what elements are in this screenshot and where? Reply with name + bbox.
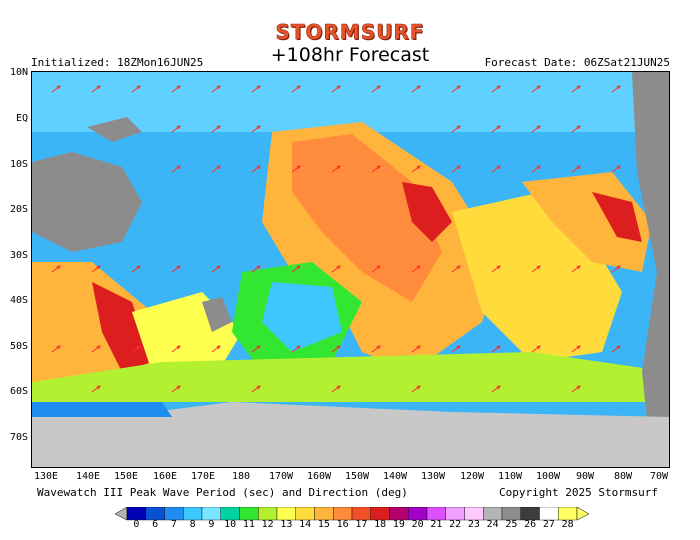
lon-label: 100W bbox=[535, 471, 561, 482]
australia-landmass bbox=[32, 152, 142, 252]
swell-peak-east bbox=[592, 192, 642, 242]
forecast-title: +108hr Forecast bbox=[270, 44, 430, 66]
antarctic-ice bbox=[32, 402, 669, 467]
colorbar-cells bbox=[126, 507, 578, 521]
lat-label: 20S bbox=[9, 204, 28, 215]
colorbar-right-arrow bbox=[576, 507, 589, 521]
colorbar-label: 7 bbox=[170, 519, 177, 530]
swell-peak-central bbox=[402, 182, 452, 242]
colorbar-label: 9 bbox=[208, 519, 215, 530]
colorbar-label: 8 bbox=[189, 519, 196, 530]
colorbar-label: 16 bbox=[336, 519, 349, 530]
colorbar-label: 21 bbox=[430, 519, 443, 530]
colorbar-label: 0 bbox=[133, 519, 140, 530]
colorbar-label: 26 bbox=[524, 519, 537, 530]
colorbar-label: 27 bbox=[542, 519, 555, 530]
lon-label: 180 bbox=[231, 471, 251, 482]
map-description: Wavewatch III Peak Wave Period (sec) and… bbox=[37, 486, 408, 499]
ice-edge-band bbox=[32, 402, 172, 417]
lat-label: EQ bbox=[15, 113, 28, 124]
colorbar-label: 10 bbox=[224, 519, 237, 530]
colorbar-label: 22 bbox=[449, 519, 462, 530]
colorbar-label: 28 bbox=[561, 519, 574, 530]
wave-direction-arrows bbox=[51, 85, 621, 393]
new-zealand-landmass bbox=[202, 297, 232, 332]
initialized-label: Initialized: 18ZMon16JUN25 bbox=[31, 56, 204, 69]
colorbar bbox=[115, 507, 589, 521]
colorbar-label: 12 bbox=[261, 519, 274, 530]
colorbar-label: 18 bbox=[374, 519, 387, 530]
wave-period-map bbox=[31, 71, 670, 468]
lon-label: 150W bbox=[344, 471, 370, 482]
lon-label: 170E bbox=[190, 471, 216, 482]
colorbar-left-arrow bbox=[115, 507, 128, 521]
colorbar-label: 13 bbox=[280, 519, 293, 530]
colorbar-label: 20 bbox=[411, 519, 424, 530]
colorbar-label: 19 bbox=[392, 519, 405, 530]
lon-label: 160E bbox=[152, 471, 178, 482]
swell-core-east bbox=[522, 172, 652, 272]
lon-label: 150E bbox=[113, 471, 139, 482]
lat-label: 30S bbox=[9, 250, 28, 261]
south-america-landmass bbox=[632, 72, 669, 467]
lat-label: 60S bbox=[9, 386, 28, 397]
lon-label: 70W bbox=[649, 471, 669, 482]
lon-label: 110W bbox=[497, 471, 523, 482]
lat-label: 50S bbox=[9, 341, 28, 352]
lon-label: 170W bbox=[268, 471, 294, 482]
lon-label: 160W bbox=[306, 471, 332, 482]
colorbar-label: 17 bbox=[355, 519, 368, 530]
lon-label: 140W bbox=[382, 471, 408, 482]
lon-label: 140E bbox=[75, 471, 101, 482]
lon-label: 90W bbox=[575, 471, 595, 482]
southern-band bbox=[32, 352, 669, 402]
lat-label: 10N bbox=[9, 67, 28, 78]
stormsurf-logo: STORMSURF bbox=[275, 20, 425, 45]
forecast-date-label: Forecast Date: 06ZSat21JUN25 bbox=[484, 56, 670, 69]
lat-label: 70S bbox=[9, 432, 28, 443]
lat-label: 10S bbox=[9, 159, 28, 170]
swell-core-central bbox=[292, 134, 442, 302]
colorbar-label: 14 bbox=[299, 519, 312, 530]
lon-label: 130W bbox=[420, 471, 446, 482]
lat-label: 40S bbox=[9, 295, 28, 306]
colorbar-label: 15 bbox=[317, 519, 330, 530]
colorbar-label: 24 bbox=[486, 519, 499, 530]
lon-label: 120W bbox=[459, 471, 485, 482]
colorbar-label: 25 bbox=[505, 519, 518, 530]
tropical-band bbox=[32, 72, 669, 132]
copyright-notice: Copyright 2025 Stormsurf bbox=[499, 486, 658, 499]
colorbar-label: 23 bbox=[467, 519, 480, 530]
colorbar-label: 11 bbox=[242, 519, 255, 530]
colorbar-label: 6 bbox=[152, 519, 159, 530]
swell-peak-west bbox=[92, 282, 152, 372]
lon-label: 130E bbox=[33, 471, 59, 482]
new-guinea-landmass bbox=[87, 117, 142, 142]
lon-label: 80W bbox=[613, 471, 633, 482]
short-period-pocket bbox=[262, 282, 342, 352]
